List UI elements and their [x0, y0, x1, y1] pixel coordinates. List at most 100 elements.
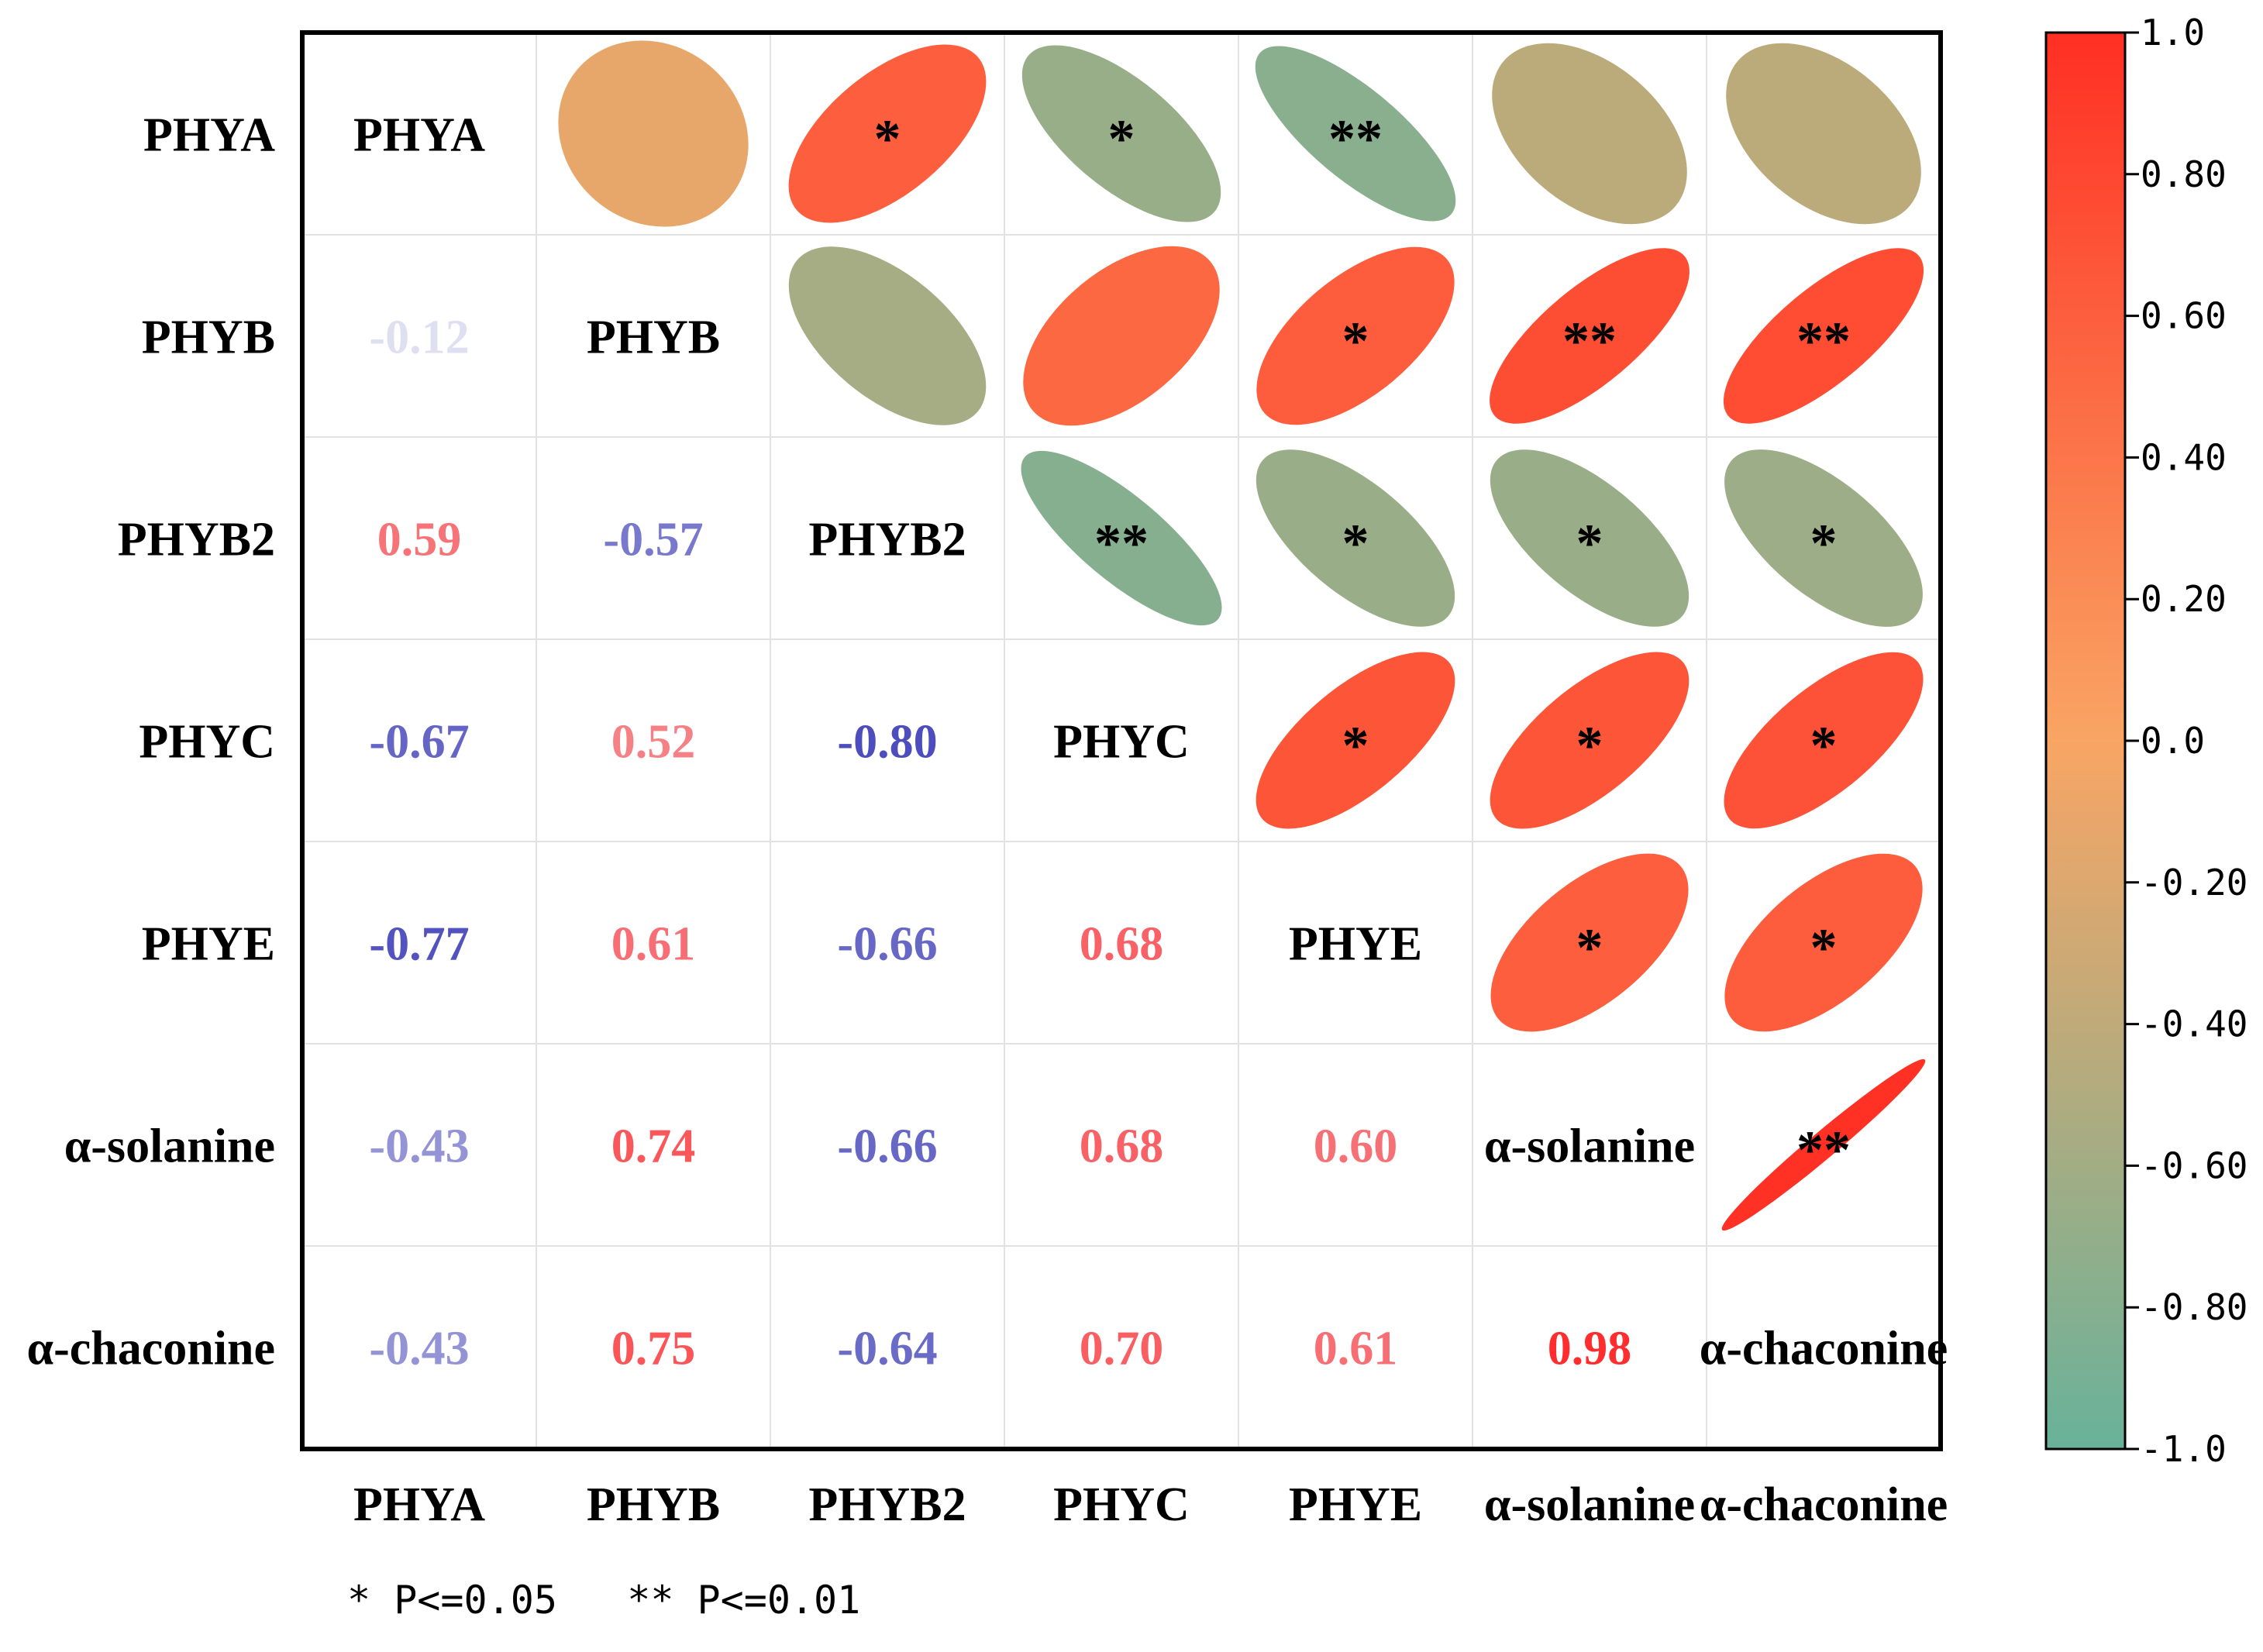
diagonal-label: PHYB2: [808, 514, 966, 566]
correlation-ellipse: [1256, 652, 1455, 829]
column-label: α-solanine: [1484, 1478, 1695, 1531]
correlation-ellipse: [1490, 449, 1690, 627]
row-label: α-solanine: [64, 1120, 275, 1173]
column-label: PHYB2: [808, 1478, 966, 1531]
significance-mark: *: [1342, 717, 1369, 776]
correlation-ellipse: [1490, 652, 1690, 829]
colorbar-ticks: 1.0 0.80 0.60 0.40 0.20 0.0 -0.20 -0.40 -0.60 -0.…: [2125, 12, 2248, 1470]
correlation-value: 0.61: [611, 918, 696, 971]
significance-mark: *: [1342, 515, 1369, 574]
correlation-ellipse: [1023, 246, 1220, 426]
cell-labels: PHYA * * **-0.12 PHYB * ** **0.59 -0.57 PHYB2 ** * *…: [353, 109, 1948, 1375]
column-labels: PHYA PHYB PHYB2 PHYC PHYE α-solanine α-chaconi…: [353, 1478, 1948, 1531]
row-label: PHYE: [142, 918, 275, 971]
correlation-value: 0.74: [611, 1120, 696, 1173]
colorbar: [2044, 31, 2127, 1451]
correlation-ellipse: [1255, 46, 1456, 222]
significance-mark: **: [1562, 312, 1617, 372]
correlation-ellipse: [1021, 45, 1221, 222]
significance-mark: *: [1342, 312, 1369, 372]
significance-mark: *: [1108, 110, 1135, 170]
row-labels: PHYA PHYB PHYB2 PHYC PHYE α-solanine α-chaconi…: [27, 109, 276, 1375]
column-label: PHYC: [1053, 1478, 1190, 1531]
correlation-value: -0.43: [369, 1120, 469, 1173]
significance-mark: **: [1328, 110, 1383, 170]
row-label: PHYA: [143, 109, 275, 162]
column-label: PHYA: [353, 1478, 485, 1531]
significance-mark: **: [1094, 515, 1149, 574]
correlation-ellipse: [1726, 43, 1921, 225]
correlation-value: 0.60: [1314, 1120, 1398, 1173]
correlation-ellipse: [788, 44, 987, 223]
diagonal-label: α-solanine: [1484, 1120, 1695, 1173]
correlation-value: -0.66: [837, 918, 937, 971]
correlation-value: 0.98: [1548, 1323, 1632, 1375]
correlation-ellipse: [788, 246, 987, 425]
correlation-ellipse: [1490, 248, 1690, 424]
correlation-value: -0.80: [837, 716, 937, 769]
significance-mark: *: [1810, 919, 1838, 979]
colorbar-tick-label: 1.0: [2141, 12, 2205, 53]
colorbar-tick-label: -0.20: [2141, 862, 2248, 903]
diagonal-label: PHYE: [1289, 918, 1422, 971]
significance-legend: * P<=0.05 ** P<=0.01: [347, 1578, 860, 1623]
correlation-ellipse: [1256, 246, 1455, 425]
significance-mark: *: [874, 110, 901, 170]
correlation-value: 0.68: [1080, 918, 1164, 971]
significance-mark: **: [1796, 1121, 1851, 1181]
correlation-ellipse: [1723, 248, 1924, 424]
correlation-value: -0.12: [369, 311, 469, 364]
diagonal-label: PHYC: [1053, 716, 1190, 769]
correlation-ellipse: [1724, 652, 1924, 829]
correlation-value: -0.64: [837, 1323, 937, 1375]
correlation-value: 0.61: [1314, 1323, 1398, 1375]
colorbar-tick-label: 0.40: [2141, 436, 2227, 478]
significance-mark: *: [1576, 717, 1603, 776]
diagonal-label: α-chaconine: [1700, 1323, 1948, 1375]
colorbar-tick-label: -0.40: [2141, 1003, 2248, 1045]
correlation-value: -0.77: [369, 918, 469, 971]
correlation-value: 0.68: [1080, 1120, 1164, 1173]
significance-mark: *: [1810, 515, 1838, 574]
grid-lines: [302, 33, 1941, 1448]
row-label: PHYB: [142, 311, 275, 364]
diagonal-label: PHYA: [353, 109, 485, 162]
correlation-ellipse: [1021, 450, 1222, 626]
colorbar-tick-label: -1.0: [2141, 1428, 2227, 1470]
column-label: PHYB: [587, 1478, 720, 1531]
colorbar-tick-label: -0.80: [2141, 1286, 2248, 1328]
correlation-ellipse: [1256, 449, 1455, 627]
column-label: α-chaconine: [1700, 1478, 1948, 1531]
correlation-value: 0.75: [611, 1323, 696, 1375]
correlation-ellipse: [1490, 853, 1689, 1032]
correlation-value: 0.52: [611, 716, 696, 769]
plot-frame: [300, 30, 1943, 1451]
colorbar-tick-label: 0.60: [2141, 295, 2227, 337]
colorbar-tick-label: 0.80: [2141, 153, 2227, 195]
significance-mark: *: [1810, 717, 1838, 776]
row-label: α-chaconine: [27, 1323, 275, 1375]
diagonal-label: PHYB: [587, 311, 720, 364]
correlation-value: -0.57: [603, 514, 703, 566]
colorbar-tick-label: -0.60: [2141, 1144, 2248, 1186]
correlation-value: -0.66: [837, 1120, 937, 1173]
row-label: PHYB2: [118, 514, 275, 566]
correlation-ellipse: [1724, 449, 1923, 627]
significance-mark: *: [1576, 515, 1603, 574]
significance-mark: *: [1576, 919, 1603, 979]
correlation-ellipse: [558, 40, 749, 227]
correlation-value: 0.59: [377, 514, 462, 566]
correlation-value: 0.70: [1080, 1323, 1164, 1375]
significance-mark: **: [1796, 312, 1851, 372]
correlation-value: -0.67: [369, 716, 469, 769]
correlation-ellipse: [1492, 43, 1687, 225]
correlation-value: -0.43: [369, 1323, 469, 1375]
correlation-ellipses: [558, 40, 1926, 1231]
correlation-ellipse: [1724, 853, 1923, 1032]
colorbar-tick-label: 0.20: [2141, 578, 2227, 620]
colorbar-tick-label: 0.0: [2141, 720, 2205, 762]
row-label: PHYC: [139, 716, 275, 769]
correlation-ellipse: [1721, 1058, 1926, 1231]
column-label: PHYE: [1289, 1478, 1422, 1531]
